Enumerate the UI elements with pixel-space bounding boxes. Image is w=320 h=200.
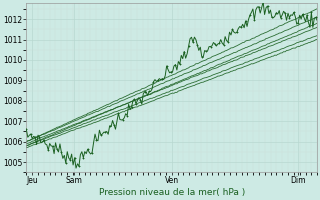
X-axis label: Pression niveau de la mer( hPa ): Pression niveau de la mer( hPa ) — [99, 188, 245, 197]
